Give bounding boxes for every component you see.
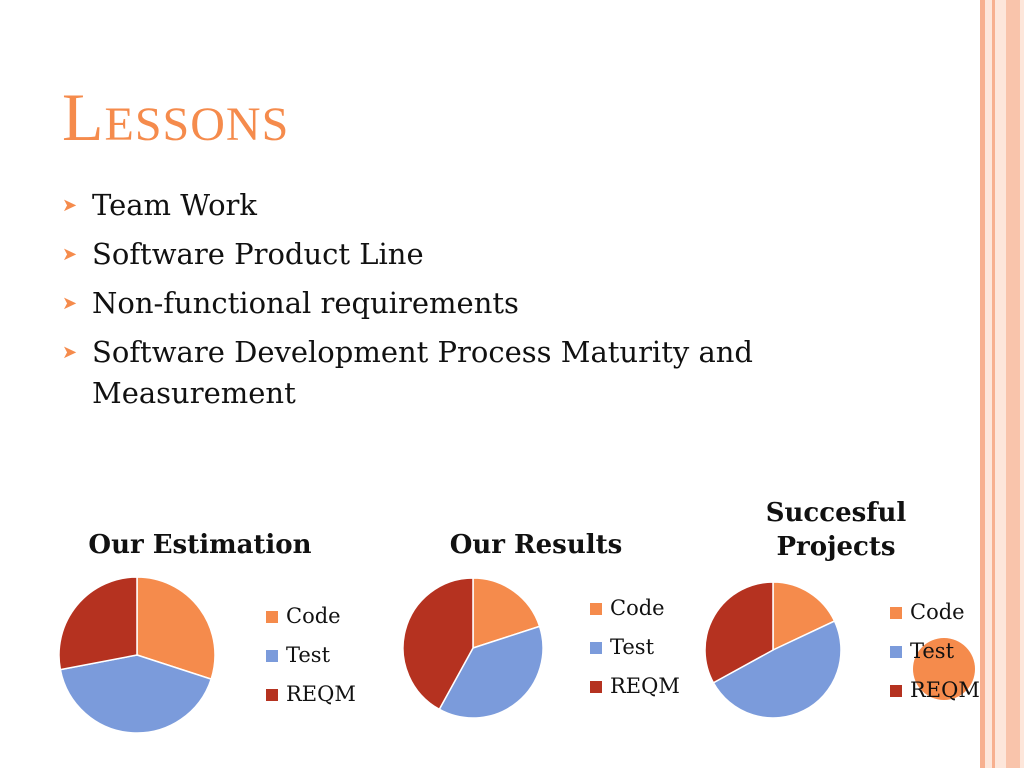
legend-estimation: Code Test REQM	[266, 597, 356, 714]
slide-title: Lessons	[62, 79, 290, 155]
legend-swatch-code	[266, 610, 278, 623]
chart-title-estimation: Our Estimation	[88, 530, 312, 560]
legend-swatch-code	[890, 606, 902, 619]
pie-slice-reqm	[402, 577, 474, 711]
pie-slice-test	[438, 625, 544, 719]
legend-label: Code	[286, 604, 341, 628]
pie-slice-code	[772, 581, 836, 652]
bullet-list: ➤ Team Work ➤ Software Product Line ➤ Non-f…	[62, 185, 822, 422]
bullet-text: Non-functional requirements	[92, 286, 519, 320]
arrowhead-bullet-icon: ➤	[62, 195, 78, 216]
pie-slice-test	[59, 654, 213, 734]
chart-title-results: Our Results	[449, 530, 623, 560]
arrowhead-bullet-icon: ➤	[62, 293, 78, 314]
bullet-text: Team Work	[92, 188, 257, 222]
legend-label: Test	[910, 639, 955, 663]
legend-item: REQM	[590, 667, 680, 706]
legend-label: Test	[286, 643, 331, 667]
legend-label: Code	[610, 596, 665, 620]
legend-item: REQM	[266, 675, 356, 714]
chart-title-successful-projects: Succesful Projects	[765, 498, 907, 562]
arrowhead-bullet-icon: ➤	[62, 244, 78, 265]
legend-successful-projects: Code Test REQM	[890, 593, 980, 710]
decorative-orange-circle	[913, 638, 975, 700]
legend-swatch-reqm	[266, 688, 278, 701]
legend-results: Code Test REQM	[590, 589, 680, 706]
legend-swatch-code	[590, 602, 602, 615]
bullet-item: ➤ Non-functional requirements	[62, 283, 822, 324]
bullet-item: ➤ Software Product Line	[62, 234, 822, 275]
slide-border-stripe-1	[980, 0, 985, 768]
legend-item: REQM	[890, 671, 980, 710]
legend-swatch-reqm	[590, 680, 602, 693]
bullet-item: ➤ Team Work	[62, 185, 822, 226]
legend-item: Code	[266, 597, 356, 636]
legend-item: Code	[890, 593, 980, 632]
legend-label: REQM	[610, 674, 680, 698]
pie-slice-code	[136, 576, 216, 681]
legend-swatch-reqm	[890, 684, 902, 697]
legend-item: Test	[590, 628, 680, 667]
bullet-text: Software Product Line	[92, 237, 424, 271]
arrowhead-bullet-icon: ➤	[62, 342, 78, 363]
legend-swatch-test	[590, 641, 602, 654]
legend-label: REQM	[910, 678, 980, 702]
slide-border-stripe-2	[992, 0, 995, 768]
legend-swatch-test	[890, 645, 902, 658]
pie-slice-code	[472, 577, 541, 650]
legend-swatch-test	[266, 649, 278, 662]
bullet-item: ➤ Software Development Process Maturity a…	[62, 332, 822, 414]
pie-slice-reqm	[704, 581, 774, 684]
legend-label: REQM	[286, 682, 356, 706]
legend-label: Code	[910, 600, 965, 624]
legend-item: Code	[590, 589, 680, 628]
legend-label: Test	[610, 635, 655, 659]
pie-slice-test	[712, 620, 842, 719]
bullet-text: Software Development Process Maturity an…	[92, 335, 753, 410]
slide-border-stripe-3	[1006, 0, 1020, 768]
legend-item: Test	[266, 636, 356, 675]
pie-slice-reqm	[58, 576, 138, 671]
legend-item: Test	[890, 632, 980, 671]
